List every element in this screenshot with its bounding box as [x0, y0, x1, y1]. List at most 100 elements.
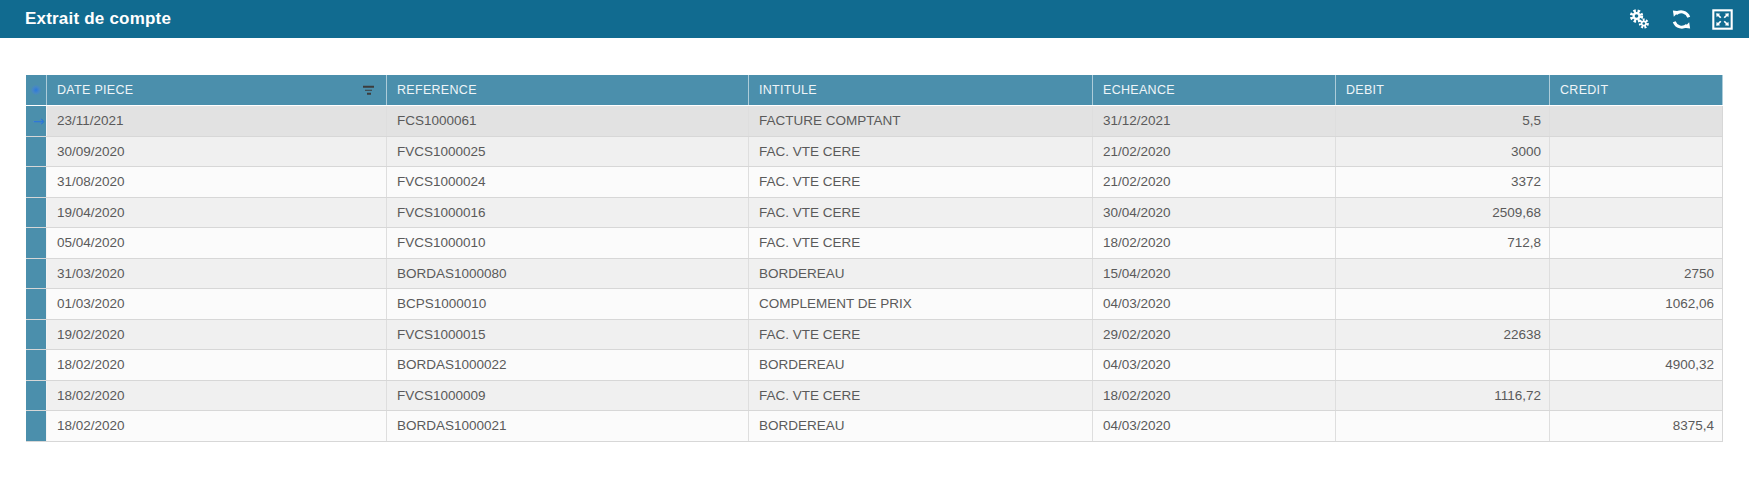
cell-reference: BORDAS1000080 [387, 259, 749, 289]
account-statement-grid: DATE PIECE REFERENCE INTITULE ECHEANCE DEBIT… [26, 75, 1723, 442]
cell-debit: 1116,72 [1336, 381, 1550, 411]
cell-credit: 2750 [1550, 259, 1723, 289]
cell-date: 30/09/2020 [47, 137, 387, 167]
cell-debit [1336, 259, 1550, 289]
cell-debit: 2509,68 [1336, 198, 1550, 228]
column-header-label: DEBIT [1346, 83, 1384, 97]
cell-intitule: BORDEREAU [749, 411, 1093, 441]
column-header-date[interactable]: DATE PIECE [47, 75, 387, 105]
cell-credit: 4900,32 [1550, 350, 1723, 380]
table-row[interactable]: 18/02/2020BORDAS1000021BORDEREAU04/03/20… [26, 411, 1723, 442]
cell-echeance: 21/02/2020 [1093, 137, 1336, 167]
cell-reference: FVCS1000025 [387, 137, 749, 167]
filter-icon[interactable] [363, 86, 374, 95]
column-header-credit[interactable]: CREDIT [1550, 75, 1723, 105]
refresh-icon [1670, 8, 1693, 31]
cell-echeance: 30/04/2020 [1093, 198, 1336, 228]
cell-date: 19/04/2020 [47, 198, 387, 228]
row-indicator[interactable] [26, 137, 47, 167]
grid-corner-dot-icon [31, 85, 41, 95]
cell-credit: 8375,4 [1550, 411, 1723, 441]
cell-echeance: 29/02/2020 [1093, 320, 1336, 350]
row-indicator[interactable] [26, 350, 47, 380]
cell-intitule: FAC. VTE CERE [749, 228, 1093, 258]
expand-icon [1712, 9, 1733, 30]
column-header-label: ECHEANCE [1103, 83, 1175, 97]
cell-date: 19/02/2020 [47, 320, 387, 350]
current-row-arrow-icon: → [33, 114, 45, 128]
table-row[interactable]: 19/02/2020FVCS1000015FAC. VTE CERE29/02/… [26, 320, 1723, 351]
cell-reference: FCS1000061 [387, 106, 749, 136]
cell-intitule: FAC. VTE CERE [749, 137, 1093, 167]
cell-reference: FVCS1000009 [387, 381, 749, 411]
row-indicator[interactable] [26, 289, 47, 319]
column-header-intitule[interactable]: INTITULE [749, 75, 1093, 105]
row-indicator[interactable] [26, 167, 47, 197]
cell-date: 18/02/2020 [47, 411, 387, 441]
cell-intitule: COMPLEMENT DE PRIX [749, 289, 1093, 319]
cell-reference: FVCS1000024 [387, 167, 749, 197]
row-indicator[interactable] [26, 198, 47, 228]
cell-reference: BCPS1000010 [387, 289, 749, 319]
column-header-label: REFERENCE [397, 83, 477, 97]
table-row[interactable]: 01/03/2020BCPS1000010COMPLEMENT DE PRIX0… [26, 289, 1723, 320]
page-title: Extrait de compte [25, 9, 171, 29]
column-header-debit[interactable]: DEBIT [1336, 75, 1550, 105]
table-row[interactable]: →23/11/2021FCS1000061FACTURE COMPTANT31/… [26, 106, 1723, 137]
cell-intitule: BORDEREAU [749, 350, 1093, 380]
cell-date: 01/03/2020 [47, 289, 387, 319]
row-indicator[interactable] [26, 259, 47, 289]
table-row[interactable]: 19/04/2020FVCS1000016FAC. VTE CERE30/04/… [26, 198, 1723, 229]
title-bar: Extrait de compte [0, 0, 1749, 38]
column-header-label: CREDIT [1560, 83, 1608, 97]
cell-echeance: 04/03/2020 [1093, 289, 1336, 319]
table-row[interactable]: 30/09/2020FVCS1000025FAC. VTE CERE21/02/… [26, 137, 1723, 168]
table-row[interactable]: 05/04/2020FVCS1000010FAC. VTE CERE18/02/… [26, 228, 1723, 259]
cell-debit: 3000 [1336, 137, 1550, 167]
table-row[interactable]: 31/08/2020FVCS1000024FAC. VTE CERE21/02/… [26, 167, 1723, 198]
cell-echeance: 15/04/2020 [1093, 259, 1336, 289]
cell-reference: FVCS1000010 [387, 228, 749, 258]
cell-credit [1550, 167, 1723, 197]
cell-date: 31/03/2020 [47, 259, 387, 289]
cell-debit: 712,8 [1336, 228, 1550, 258]
row-indicator[interactable] [26, 320, 47, 350]
row-indicator[interactable] [26, 228, 47, 258]
table-row[interactable]: 18/02/2020BORDAS1000022BORDEREAU04/03/20… [26, 350, 1723, 381]
cell-intitule: FACTURE COMPTANT [749, 106, 1093, 136]
cell-date: 18/02/2020 [47, 350, 387, 380]
titlebar-actions [1625, 6, 1735, 33]
column-header-echeance[interactable]: ECHEANCE [1093, 75, 1336, 105]
cell-reference: BORDAS1000021 [387, 411, 749, 441]
column-header-reference[interactable]: REFERENCE [387, 75, 749, 105]
cell-echeance: 18/02/2020 [1093, 381, 1336, 411]
cell-credit [1550, 137, 1723, 167]
settings-button[interactable] [1625, 6, 1653, 32]
cell-intitule: FAC. VTE CERE [749, 198, 1093, 228]
table-row[interactable]: 18/02/2020FVCS1000009FAC. VTE CERE18/02/… [26, 381, 1723, 412]
row-indicator[interactable] [26, 381, 47, 411]
refresh-button[interactable] [1668, 6, 1695, 33]
cell-intitule: FAC. VTE CERE [749, 381, 1093, 411]
cell-debit: 3372 [1336, 167, 1550, 197]
cell-credit [1550, 106, 1723, 136]
cell-date: 23/11/2021 [47, 106, 387, 136]
cell-echeance: 04/03/2020 [1093, 350, 1336, 380]
cell-intitule: FAC. VTE CERE [749, 320, 1093, 350]
cell-echeance: 04/03/2020 [1093, 411, 1336, 441]
cell-date: 05/04/2020 [47, 228, 387, 258]
cell-credit [1550, 198, 1723, 228]
cell-echeance: 31/12/2021 [1093, 106, 1336, 136]
row-indicator[interactable] [26, 411, 47, 441]
cell-debit: 22638 [1336, 320, 1550, 350]
cell-echeance: 18/02/2020 [1093, 228, 1336, 258]
table-row[interactable]: 31/03/2020BORDAS1000080BORDEREAU15/04/20… [26, 259, 1723, 290]
cell-debit [1336, 350, 1550, 380]
expand-button[interactable] [1710, 7, 1735, 32]
cell-debit [1336, 289, 1550, 319]
row-indicator-header[interactable] [26, 75, 47, 105]
cell-date: 18/02/2020 [47, 381, 387, 411]
grid-body: →23/11/2021FCS1000061FACTURE COMPTANT31/… [26, 106, 1723, 442]
cell-intitule: BORDEREAU [749, 259, 1093, 289]
cell-reference: BORDAS1000022 [387, 350, 749, 380]
